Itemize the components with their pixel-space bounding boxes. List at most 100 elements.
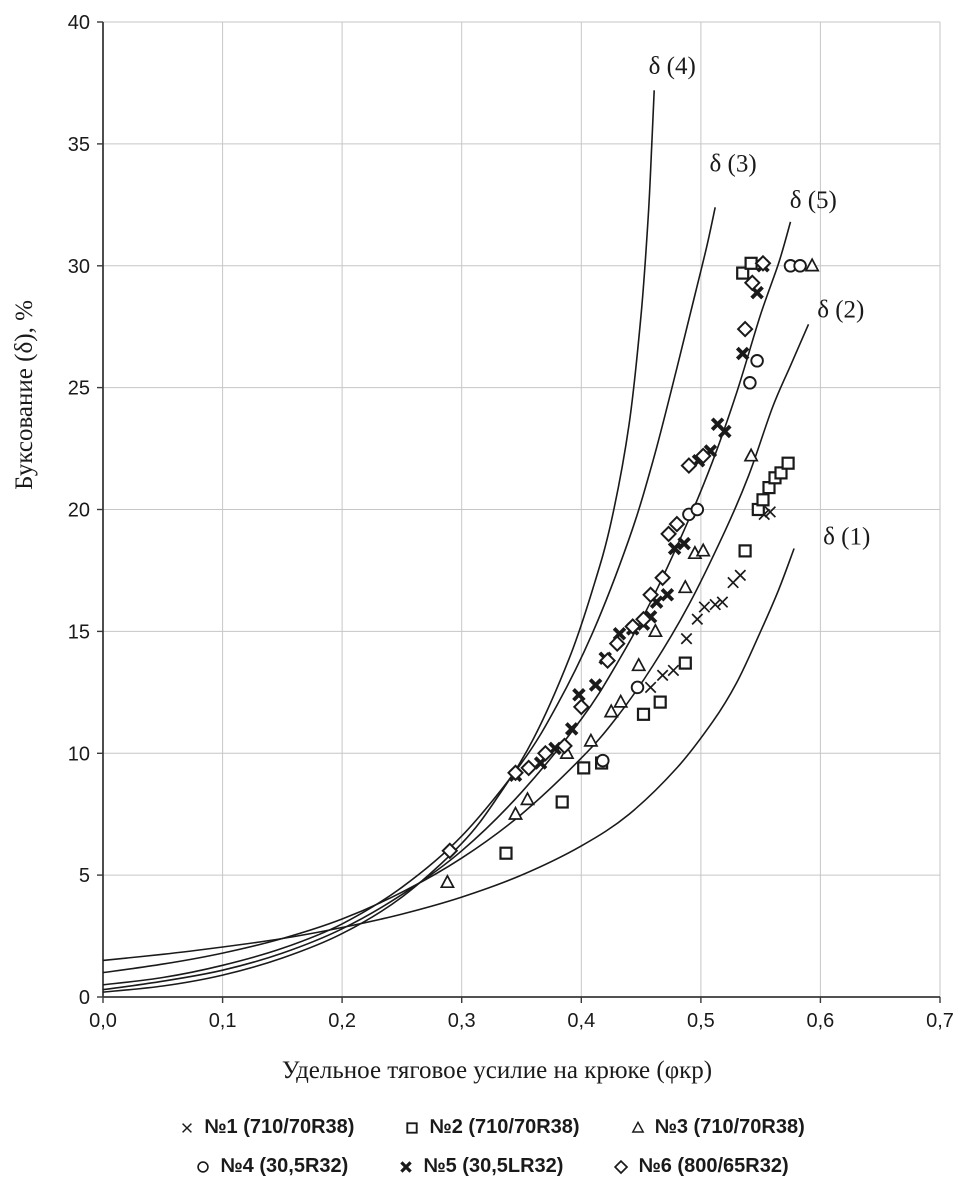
triangle-marker — [507, 805, 524, 820]
x-thin-marker — [734, 569, 747, 582]
square-marker — [781, 456, 795, 470]
circle-marker — [750, 354, 764, 368]
triangle-marker — [439, 873, 455, 889]
curves — [102, 90, 810, 993]
x-thin-legend-icon — [182, 1122, 193, 1133]
curve-label-delta-4: δ (4) — [649, 53, 696, 80]
curve-delta-1 — [102, 548, 795, 962]
square-marker — [738, 544, 752, 558]
diamond-marker — [614, 1159, 629, 1174]
x-thin-marker — [667, 664, 680, 677]
x-bold-marker — [718, 424, 732, 439]
x-tick-label: 0,2 — [328, 1010, 356, 1032]
x-tick-label: 0,0 — [89, 1010, 117, 1032]
curve-label-delta-1: δ (1) — [823, 523, 870, 550]
x-bold-marker — [677, 536, 691, 551]
x-bold-marker — [564, 722, 579, 736]
diamond-marker — [608, 635, 626, 653]
y-tick-label: 15 — [68, 621, 90, 643]
square-legend-icon — [406, 1121, 419, 1134]
legend-label: №6 (800/65R32) — [638, 1155, 789, 1177]
triangle-marker — [603, 703, 619, 718]
scatter-series — [439, 254, 820, 889]
curve-label-delta-3: δ (3) — [710, 150, 757, 177]
triangle-legend-icon — [631, 1120, 644, 1133]
curve-delta-2 — [102, 323, 810, 974]
diamond-marker — [556, 737, 573, 755]
x-thin-marker — [680, 632, 693, 645]
x-tick-label: 0,4 — [567, 1010, 595, 1032]
x-tick-label: 0,7 — [926, 1010, 954, 1032]
x-bold-marker — [400, 1160, 413, 1173]
square-marker — [499, 846, 513, 860]
triangle-marker — [519, 791, 536, 806]
gridlines — [102, 21, 941, 998]
x-tick-label: 0,1 — [209, 1010, 237, 1032]
legend-label: №1 (710/70R38) — [204, 1116, 355, 1138]
triangle-marker — [631, 657, 647, 672]
y-axis-title: Буксование (δ), % — [11, 300, 38, 490]
curve-label-delta-2: δ (2) — [817, 297, 864, 324]
circle-marker — [793, 259, 807, 273]
x-bold-marker — [660, 588, 675, 602]
triangle-marker — [677, 579, 693, 594]
legend: №1 (710/70R38) №2 (710/70R38) №3 (710/70R3… — [0, 1100, 980, 1178]
x-thin-marker — [656, 669, 669, 682]
legend-row-1: №1 (710/70R38) №2 (710/70R38) №3 (710/70R3… — [175, 1116, 805, 1139]
x-tick-label: 0,6 — [806, 1010, 834, 1032]
y-tick-label: 5 — [79, 865, 90, 887]
triangle-marker — [804, 257, 820, 272]
diamond-marker — [441, 842, 459, 860]
circle-legend-icon — [197, 1160, 210, 1173]
x-thin-marker — [691, 613, 704, 626]
legend-item-no3: №3 (710/70R38) — [626, 1116, 805, 1139]
diamond-marker — [642, 586, 660, 604]
triangle-marker — [583, 732, 599, 747]
circle-marker — [630, 680, 645, 695]
chart-plot-area: 0,0 0,1 0,2 0,3 0,4 0,5 0,6 0,7 0 5 10 15 20 25 30 35 40… — [11, 12, 954, 1084]
y-tick-label: 30 — [68, 256, 90, 278]
x-tick-label: 0,5 — [687, 1010, 715, 1032]
triangle-marker — [613, 693, 629, 708]
y-tick-label: 10 — [68, 743, 90, 765]
diamond-marker — [654, 569, 672, 587]
square-marker — [636, 707, 651, 721]
legend-label: №5 (30,5LR32) — [423, 1155, 564, 1177]
legend-item-no2: №2 (710/70R38) — [400, 1116, 580, 1139]
legend-item-no6: №6 (800/65R32) — [609, 1155, 789, 1178]
y-tick-label: 35 — [68, 134, 90, 156]
x-thin-marker — [709, 598, 722, 611]
tick-labels: 0,0 0,1 0,2 0,3 0,4 0,5 0,6 0,7 0 5 10 15 20 25 30 35 40 — [68, 12, 954, 1032]
x-thin-marker — [644, 681, 657, 694]
triangle-marker — [647, 622, 663, 638]
x-bold-legend-icon — [400, 1160, 413, 1173]
legend-label: №3 (710/70R38) — [654, 1116, 805, 1138]
x-tick-label: 0,3 — [448, 1010, 476, 1032]
diamond-legend-icon — [614, 1159, 629, 1174]
diamond-marker — [694, 447, 712, 465]
diamond-marker — [680, 457, 698, 475]
square-marker — [678, 656, 692, 670]
legend-item-no1: №1 (710/70R38) — [175, 1116, 354, 1139]
diamond-marker — [660, 525, 678, 543]
diamond-marker — [520, 759, 538, 777]
circle-marker — [596, 753, 610, 768]
diamond-marker — [736, 320, 754, 338]
square-marker — [653, 695, 667, 709]
square-marker — [736, 266, 750, 280]
diamond-marker — [624, 618, 642, 635]
diamond-marker — [599, 652, 617, 670]
diamond-marker — [668, 515, 686, 533]
triangle-marker — [631, 1120, 644, 1133]
y-tick-label: 0 — [79, 987, 90, 1009]
square-marker — [577, 761, 591, 775]
y-tick-label: 40 — [68, 12, 90, 34]
x-axis-title: Удельное тяговое усилие на крюке (φкр) — [282, 1057, 712, 1084]
axes — [97, 21, 941, 1003]
legend-item-no5: №5 (30,5LR32) — [394, 1155, 563, 1178]
y-tick-label: 20 — [68, 500, 90, 522]
x-bold-marker — [667, 541, 682, 556]
square-marker — [555, 795, 569, 809]
diamond-marker — [572, 698, 590, 716]
